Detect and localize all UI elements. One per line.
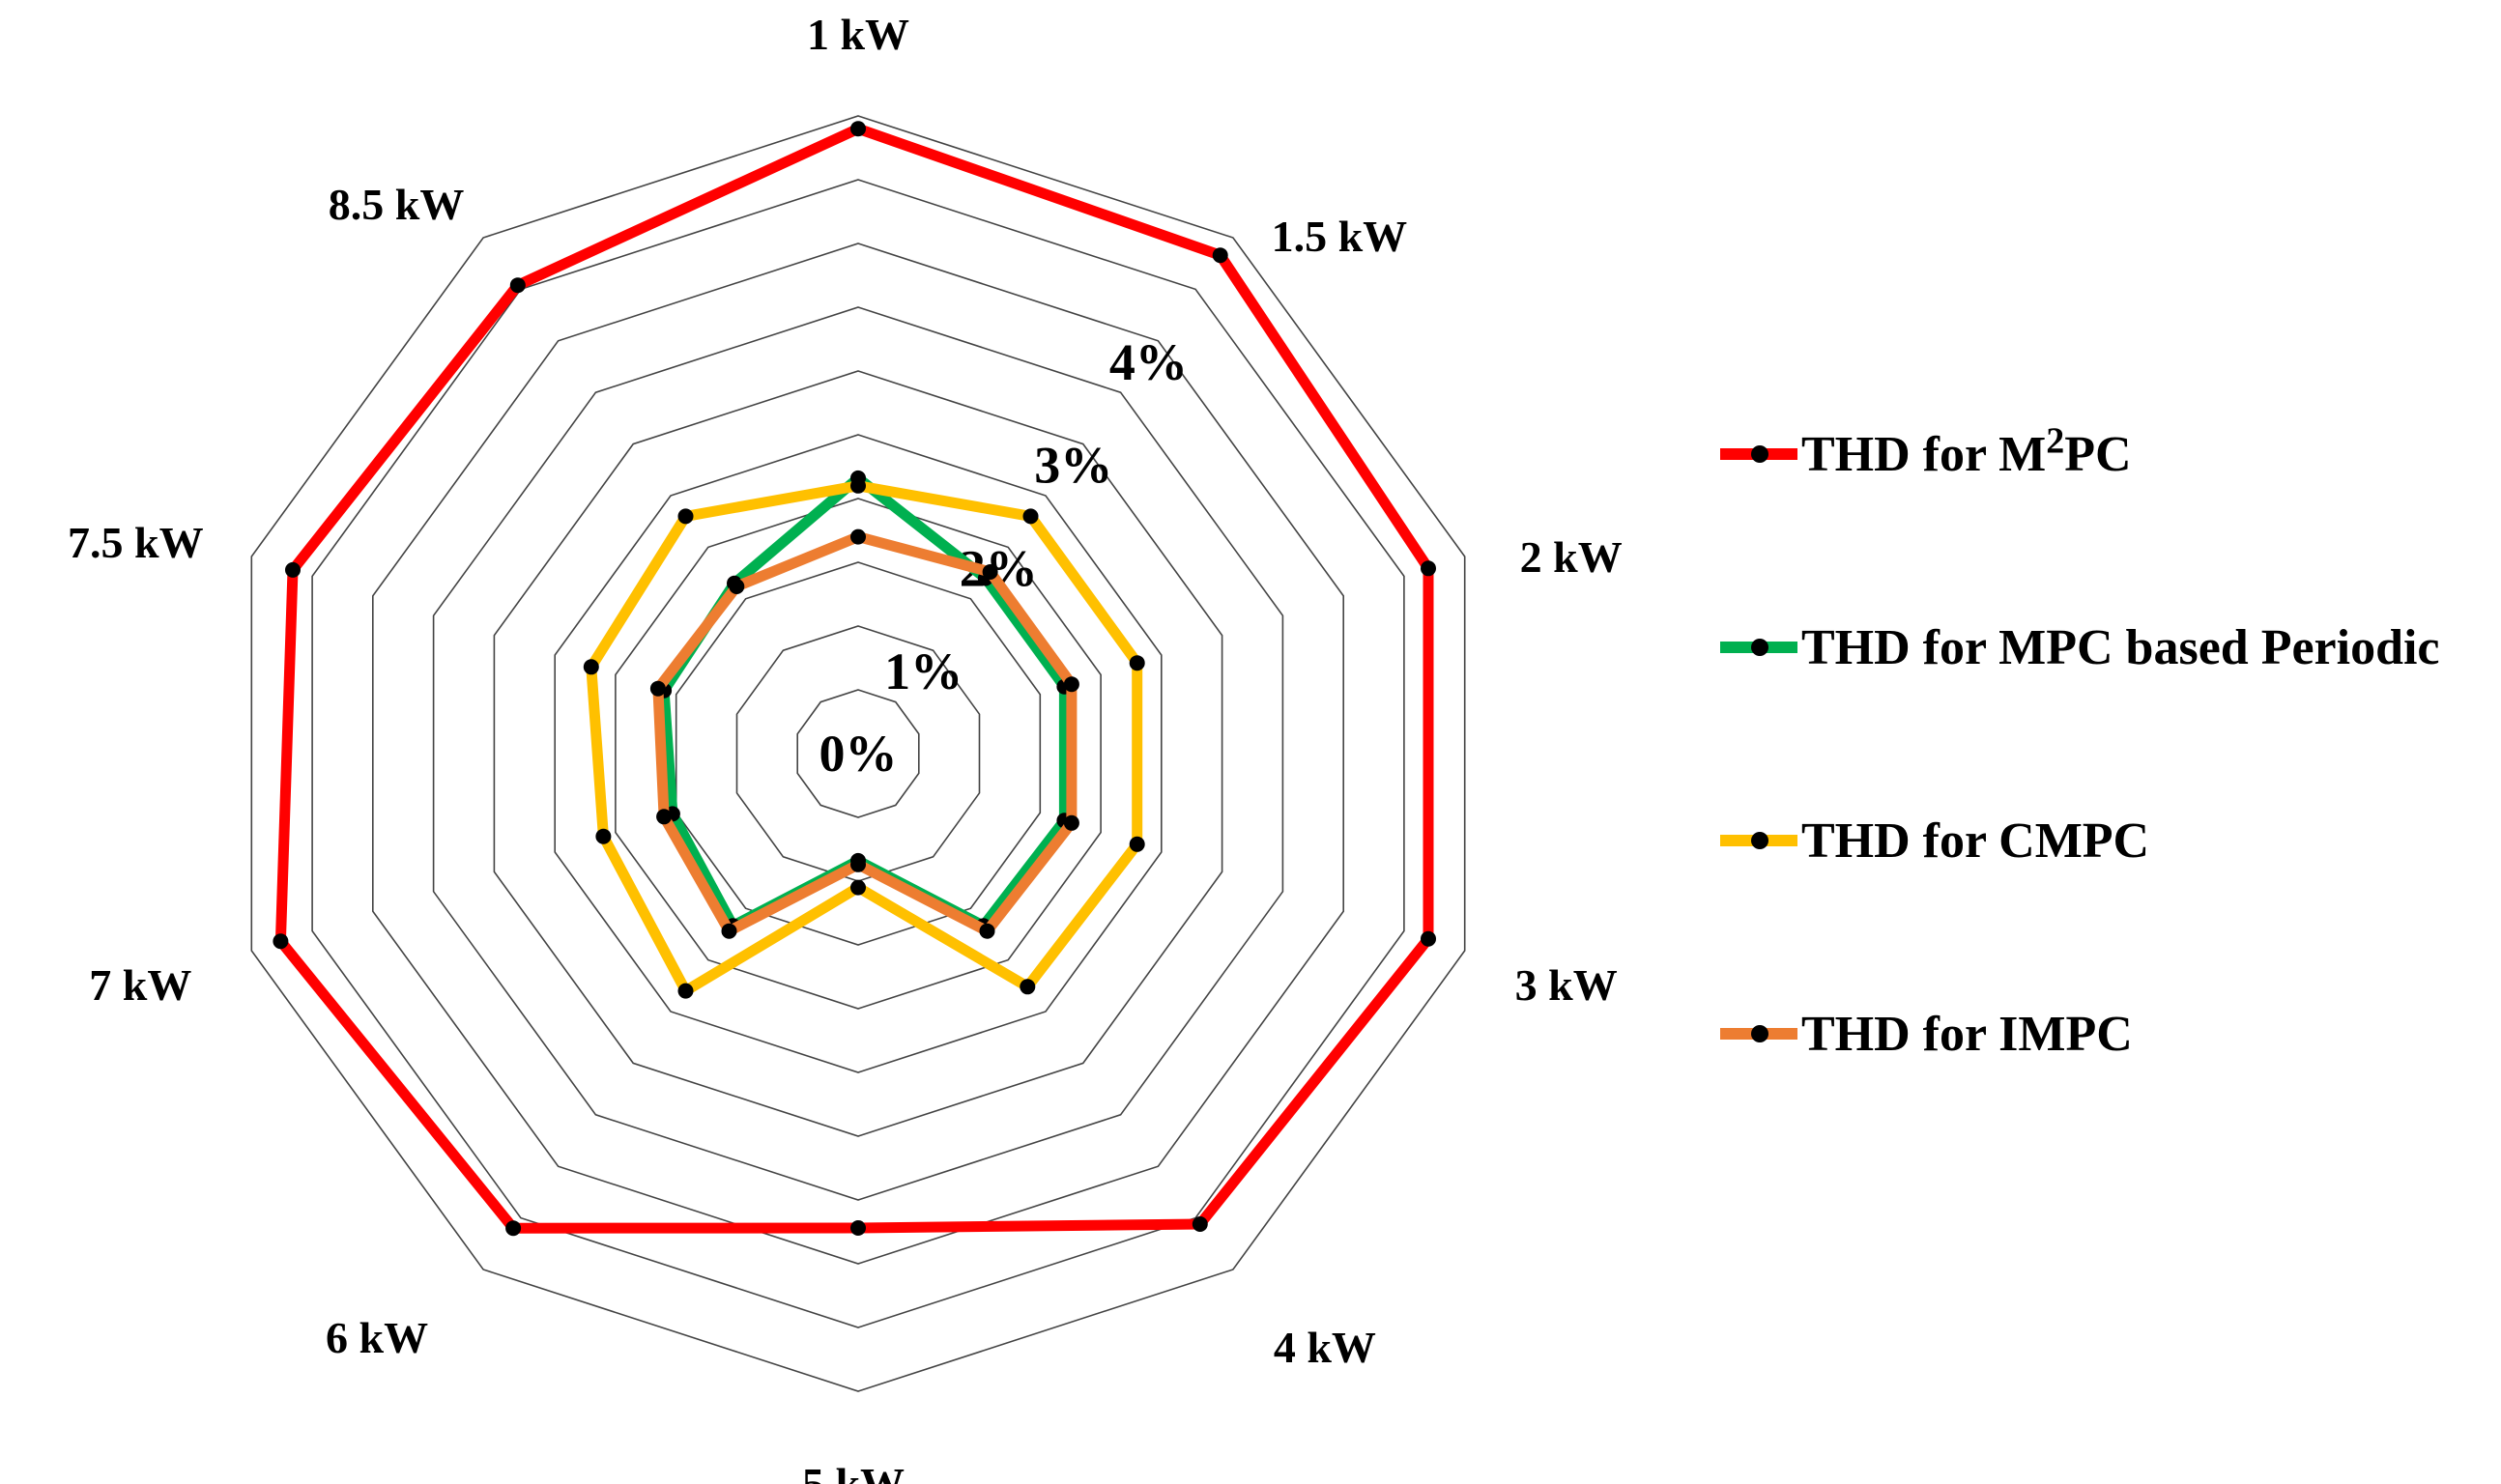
data-point: [1421, 560, 1436, 577]
axis-label: 7 kW: [89, 960, 191, 1010]
data-point: [1192, 1216, 1208, 1232]
series-layer: [273, 121, 1436, 1237]
legend-swatch-cmpc: [1720, 832, 1797, 849]
data-point: [595, 828, 612, 844]
axis-label: 1.5 kW: [1272, 212, 1408, 261]
ring-label: 0%: [819, 725, 898, 783]
legend-marker-icon: [1751, 445, 1768, 463]
legend-item-impc: THD for IMPC: [1720, 995, 2133, 1072]
radar-grid: [250, 115, 1466, 1392]
data-point: [729, 579, 745, 594]
data-point: [677, 508, 694, 525]
axis-label: 4 kW: [1274, 1323, 1376, 1372]
data-point: [721, 923, 737, 939]
series-group: [649, 528, 1079, 939]
grid-ring: [615, 498, 1102, 1010]
series-group: [583, 477, 1145, 999]
data-point: [509, 277, 526, 294]
data-point: [656, 809, 673, 825]
data-point: [677, 983, 694, 999]
data-point: [1421, 930, 1436, 947]
axis-label: 7.5 kW: [68, 518, 204, 567]
data-point: [505, 1220, 522, 1237]
legend-item-m2pc: THD for M2PC: [1720, 415, 2132, 493]
data-point: [1022, 508, 1039, 525]
axis-label: 3 kW: [1515, 960, 1618, 1010]
legend-label-impc: THD for IMPC: [1801, 1006, 2133, 1062]
data-point: [1212, 247, 1228, 264]
grid-ring: [311, 179, 1405, 1328]
legend-item-mpc-periodic: THD for MPC based Periodic: [1720, 609, 2440, 686]
grid-ring: [796, 689, 920, 818]
grid-ring: [493, 370, 1223, 1137]
axis-labels: 1 kW 1.5 kW 2 kW 3 kW 4 kW 5 kW 6 kW 7 kW 7.5 kW…: [68, 10, 1623, 1484]
data-point: [850, 856, 866, 872]
ring-labels: 0%1%2%3%4%: [819, 333, 1188, 783]
data-point: [583, 659, 599, 675]
legend-item-cmpc: THD for CMPC: [1720, 802, 2149, 879]
data-point: [649, 680, 666, 697]
axis-label: 1 kW: [807, 10, 909, 59]
legend-label-m2pc: THD for M2PC: [1801, 420, 2132, 482]
grid-ring: [371, 243, 1344, 1265]
series-line: [274, 123, 1434, 1234]
legend-swatch-impc: [1720, 1025, 1797, 1042]
legend-label-mpc-periodic: THD for MPC based Periodic: [1801, 619, 2440, 675]
axis-label: 5 kW: [802, 1459, 905, 1484]
grid-ring: [250, 115, 1466, 1392]
ring-label: 4%: [1109, 333, 1188, 391]
grid-ring: [675, 561, 1042, 946]
data-point: [982, 564, 998, 580]
data-point: [850, 477, 866, 494]
data-point: [850, 879, 866, 896]
legend-marker-icon: [1751, 1025, 1768, 1042]
data-point: [1129, 655, 1145, 671]
data-point: [850, 528, 866, 545]
legend-swatch-mpc-periodic: [1720, 639, 1797, 656]
data-point: [850, 1220, 866, 1236]
legend-marker-icon: [1751, 639, 1768, 656]
grid-ring: [554, 434, 1163, 1073]
axis-label: 8.5 kW: [329, 180, 465, 229]
series-group: [273, 121, 1436, 1237]
data-point: [979, 923, 995, 939]
data-point: [1020, 979, 1036, 995]
ring-label: 3%: [1034, 437, 1112, 495]
legend-label-cmpc: THD for CMPC: [1801, 813, 2150, 869]
data-point: [1129, 836, 1145, 852]
grid-ring: [432, 306, 1284, 1201]
data-point: [1063, 676, 1079, 693]
legend-swatch-m2pc: [1720, 445, 1797, 463]
data-point: [850, 121, 866, 137]
data-point: [273, 933, 289, 950]
legend-marker-icon: [1751, 832, 1768, 849]
data-point: [1063, 814, 1079, 831]
data-point: [285, 561, 301, 578]
ring-label: 1%: [884, 642, 963, 700]
axis-label: 6 kW: [326, 1313, 428, 1362]
axis-label: 2 kW: [1520, 532, 1623, 582]
